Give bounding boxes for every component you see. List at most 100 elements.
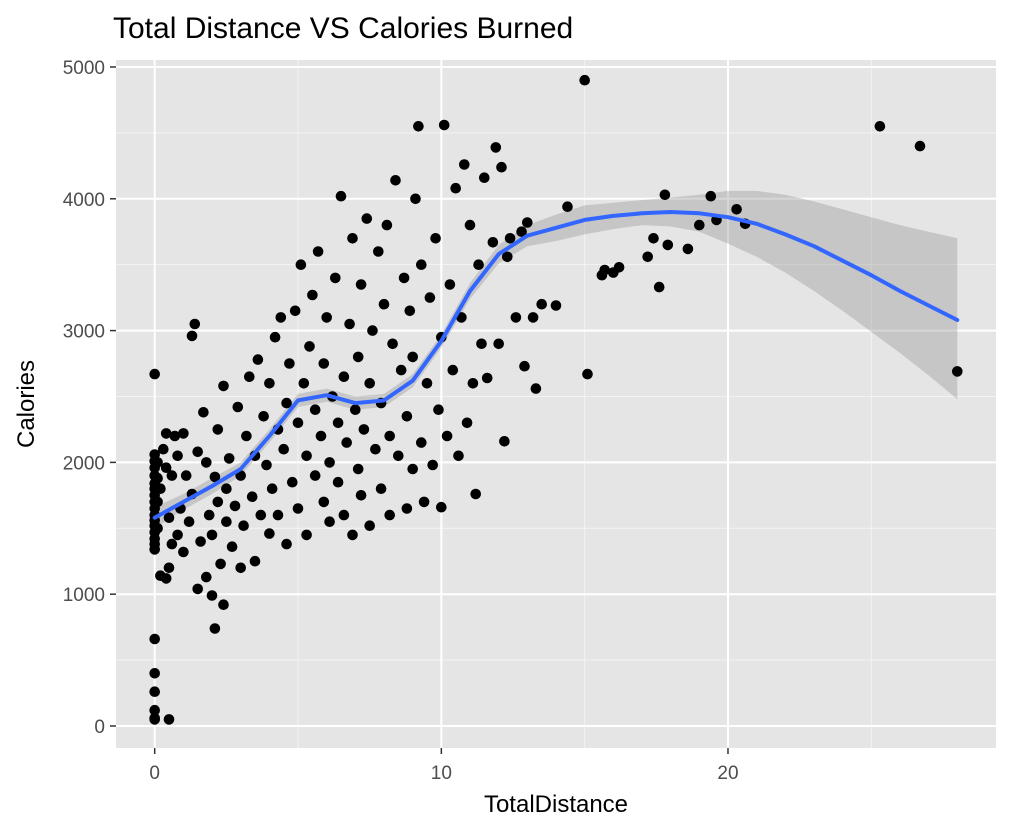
data-point bbox=[461, 417, 473, 429]
data-point bbox=[203, 509, 215, 521]
data-point bbox=[662, 239, 674, 251]
data-point bbox=[450, 182, 462, 194]
data-point bbox=[201, 571, 212, 583]
data-point bbox=[166, 538, 178, 550]
data-point bbox=[186, 330, 198, 342]
data-point bbox=[364, 520, 376, 531]
data-point bbox=[152, 457, 163, 468]
data-point bbox=[550, 300, 562, 311]
data-point bbox=[321, 312, 333, 323]
data-point bbox=[410, 193, 421, 205]
data-point bbox=[682, 243, 694, 255]
data-point bbox=[378, 298, 390, 310]
data-point bbox=[249, 555, 261, 567]
data-point bbox=[152, 523, 163, 534]
x-tick-label: 10 bbox=[431, 763, 452, 784]
y-tick-label: 0 bbox=[94, 717, 105, 738]
data-point bbox=[229, 500, 241, 512]
data-point bbox=[390, 175, 401, 186]
data-point bbox=[238, 520, 249, 531]
data-point bbox=[438, 119, 450, 131]
data-point bbox=[209, 471, 221, 483]
data-point bbox=[195, 536, 206, 547]
data-point bbox=[731, 204, 742, 215]
data-point bbox=[479, 172, 490, 183]
data-point bbox=[192, 583, 203, 595]
data-point bbox=[324, 516, 335, 527]
data-point bbox=[519, 360, 530, 372]
data-point bbox=[516, 226, 527, 237]
data-point bbox=[307, 289, 318, 301]
data-point bbox=[453, 450, 464, 462]
data-point bbox=[436, 501, 447, 513]
data-point bbox=[464, 219, 476, 231]
data-point bbox=[344, 318, 355, 330]
data-point bbox=[473, 259, 484, 271]
data-point bbox=[384, 509, 396, 521]
data-point bbox=[281, 397, 292, 409]
data-point bbox=[653, 281, 665, 293]
data-point bbox=[189, 318, 201, 330]
data-point bbox=[493, 338, 505, 350]
data-point bbox=[416, 259, 427, 271]
data-point bbox=[284, 358, 295, 369]
data-point bbox=[221, 483, 232, 495]
data-point bbox=[232, 401, 244, 413]
data-point bbox=[304, 341, 315, 352]
y-axis: 0 1000 2000 3000 4000 5000 bbox=[63, 58, 116, 738]
data-point bbox=[430, 233, 441, 244]
data-point bbox=[952, 366, 963, 377]
data-point bbox=[387, 338, 398, 350]
data-point bbox=[527, 312, 539, 323]
data-point bbox=[393, 450, 404, 462]
data-point bbox=[149, 368, 160, 380]
data-point bbox=[407, 351, 419, 363]
data-point bbox=[404, 305, 416, 317]
x-axis: 0 10 20 bbox=[149, 748, 739, 784]
data-point bbox=[579, 74, 590, 86]
x-tick-label: 20 bbox=[717, 763, 738, 784]
data-point bbox=[401, 411, 413, 422]
data-point bbox=[705, 190, 717, 202]
x-axis-title: TotalDistance bbox=[484, 791, 628, 818]
data-point bbox=[341, 437, 353, 448]
chart-title: Total Distance VS Calories Burned bbox=[113, 12, 573, 45]
data-point bbox=[172, 450, 183, 462]
data-point bbox=[266, 483, 278, 495]
data-point bbox=[502, 251, 513, 263]
confidence-band bbox=[154, 190, 958, 529]
data-point bbox=[221, 516, 232, 527]
data-point bbox=[278, 443, 290, 455]
data-point bbox=[309, 404, 321, 416]
data-point bbox=[149, 704, 160, 716]
data-point bbox=[352, 463, 364, 475]
smooth-line bbox=[152, 210, 960, 520]
data-point bbox=[481, 372, 493, 384]
data-point bbox=[352, 351, 364, 363]
data-point bbox=[246, 491, 258, 503]
data-point bbox=[467, 378, 479, 389]
data-point bbox=[241, 430, 252, 442]
data-point bbox=[312, 246, 324, 257]
data-point bbox=[269, 331, 281, 343]
data-point bbox=[914, 140, 926, 152]
data-point bbox=[206, 590, 218, 601]
data-point bbox=[298, 378, 310, 389]
data-point bbox=[510, 312, 522, 323]
data-point bbox=[384, 430, 396, 442]
data-point bbox=[364, 378, 376, 389]
data-point bbox=[301, 450, 312, 462]
data-point bbox=[370, 443, 381, 455]
data-point bbox=[149, 686, 160, 697]
data-point bbox=[169, 430, 181, 442]
data-point bbox=[562, 201, 573, 212]
data-point bbox=[180, 470, 192, 481]
data-point bbox=[212, 424, 224, 435]
data-point bbox=[487, 237, 499, 248]
smooth-line-layer bbox=[152, 210, 960, 520]
data-point bbox=[172, 529, 183, 541]
data-point bbox=[522, 217, 533, 228]
data-point bbox=[347, 529, 358, 541]
data-point bbox=[309, 470, 321, 481]
data-point bbox=[427, 459, 439, 471]
